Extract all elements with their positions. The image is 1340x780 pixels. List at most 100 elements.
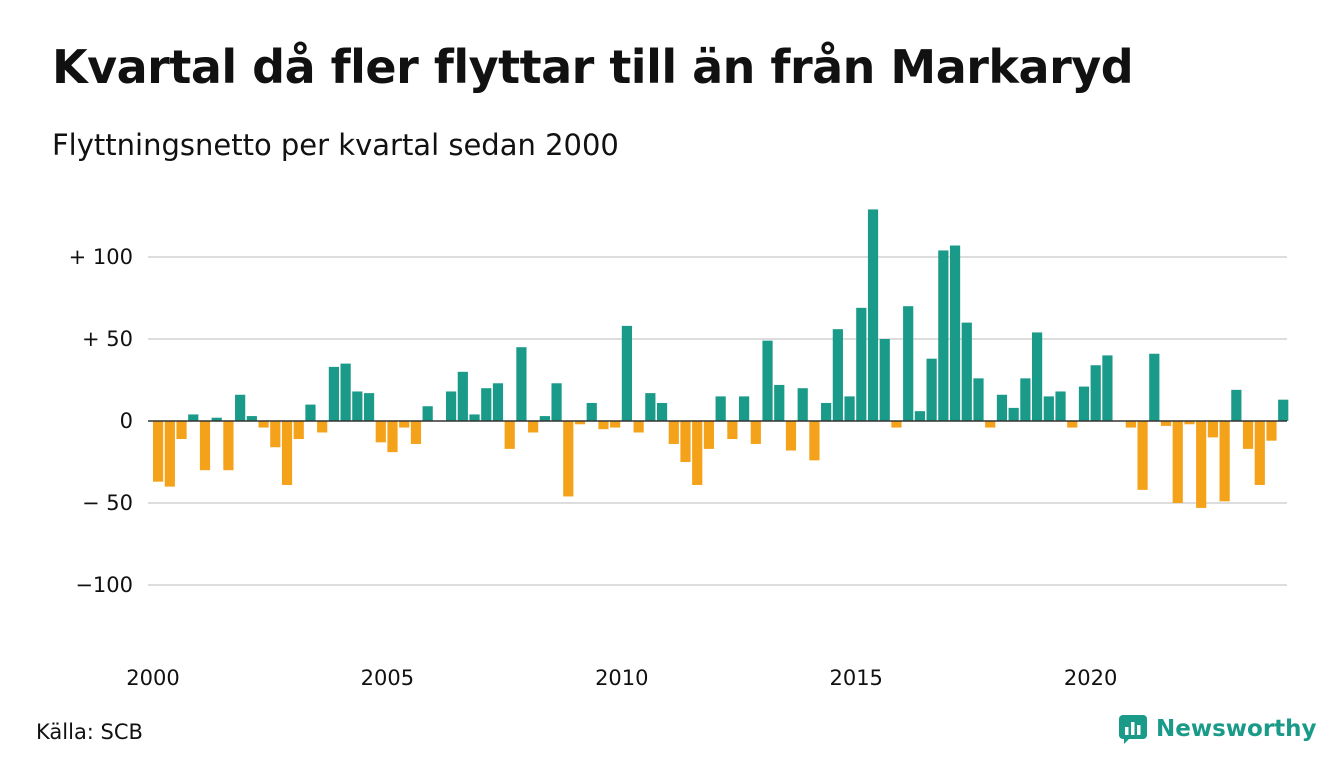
bar: [375, 421, 386, 443]
bar: [903, 306, 914, 421]
bar: [387, 421, 398, 453]
bar: [1184, 421, 1195, 425]
bar: [574, 421, 586, 425]
bar: [1242, 421, 1254, 449]
bar: [1160, 421, 1172, 426]
bar: [656, 402, 668, 421]
bar: [633, 421, 644, 433]
bar: [528, 421, 539, 433]
bar: [938, 250, 949, 421]
y-tick-label: + 100: [69, 245, 133, 269]
bar: [961, 322, 972, 421]
brand-name: Newsworthy: [1156, 716, 1317, 742]
bar: [1219, 421, 1230, 502]
x-tick-label: 2015: [829, 666, 882, 690]
bar: [856, 307, 867, 421]
bar: [996, 394, 1008, 421]
bar: [399, 421, 410, 428]
bar: [164, 421, 175, 487]
bar: [949, 245, 961, 421]
bar: [645, 393, 656, 421]
bar: [867, 209, 879, 421]
bar: [340, 363, 351, 421]
bar: [539, 416, 550, 421]
bar: [199, 421, 211, 471]
bar: [410, 421, 422, 444]
chart-subtitle: Flyttningsnetto per kvartal sedan 2000: [52, 128, 619, 162]
bar-chart: + 100 + 50 0 − 50 −100 2000 2005 2010 2015 2020: [69, 209, 1289, 690]
bar: [1020, 378, 1031, 421]
bar: [785, 421, 797, 451]
bar: [457, 371, 468, 421]
bar: [422, 406, 433, 421]
bar: [1149, 353, 1160, 421]
y-tick-label: −100: [75, 573, 133, 597]
x-tick-label: 2010: [595, 666, 648, 690]
bar: [1207, 421, 1218, 438]
bar: [235, 394, 246, 421]
bar: [973, 378, 984, 421]
bar: [832, 329, 843, 421]
bar: [223, 421, 234, 471]
bar: [1196, 421, 1207, 508]
x-tick-label: 2005: [361, 666, 414, 690]
y-tick-label: − 50: [82, 491, 133, 515]
bar: [715, 396, 726, 421]
bar: [762, 340, 773, 421]
bar: [1078, 386, 1090, 421]
bar: [750, 421, 761, 444]
bar: [281, 421, 293, 485]
bar: [1231, 389, 1242, 421]
bar: [551, 383, 562, 421]
bar: [1067, 421, 1078, 428]
bar: [914, 411, 925, 421]
bar: [363, 393, 375, 421]
bar: [610, 421, 621, 428]
bar: [586, 402, 597, 421]
bar: [258, 421, 269, 428]
bar: [1102, 355, 1113, 421]
bar: [797, 388, 808, 421]
y-tick-label: + 50: [82, 327, 133, 351]
bar: [352, 391, 363, 421]
bar: [563, 421, 574, 497]
bar: [481, 388, 492, 421]
bar: [1254, 421, 1265, 485]
bar: [891, 421, 902, 428]
bar: [727, 421, 738, 440]
bar: [809, 421, 820, 461]
bar: [821, 402, 832, 421]
bar: [1055, 391, 1066, 421]
bar: [328, 366, 339, 421]
grid-layer: [148, 256, 1287, 586]
bar: [680, 421, 691, 462]
brand-logo: Newsworthy: [1118, 714, 1317, 744]
bar-layer: [153, 209, 1289, 508]
axis-layer: + 100 + 50 0 − 50 −100 2000 2005 2010 2015 2020: [69, 245, 1287, 690]
bar: [926, 358, 937, 421]
bar: [293, 421, 304, 440]
bar: [985, 421, 996, 428]
bar: [739, 396, 750, 421]
bar: [1172, 421, 1183, 503]
bar: [469, 414, 480, 421]
bar: [516, 347, 527, 421]
bar: [446, 391, 457, 421]
bar: [621, 325, 632, 421]
y-tick-label: 0: [120, 409, 133, 433]
bar: [668, 421, 679, 444]
bar: [598, 421, 609, 430]
bar: [1137, 421, 1148, 490]
bar: [153, 421, 164, 482]
bar: [492, 383, 504, 421]
source-label: Källa: SCB: [36, 720, 143, 744]
x-tick-label: 2000: [126, 666, 179, 690]
newsworthy-logo-icon: [1119, 715, 1147, 744]
bar: [703, 421, 715, 449]
bar: [879, 339, 890, 421]
bar: [270, 421, 281, 448]
bar: [305, 404, 316, 421]
bar: [176, 421, 187, 440]
bar: [1278, 399, 1289, 421]
bar: [1032, 332, 1043, 421]
